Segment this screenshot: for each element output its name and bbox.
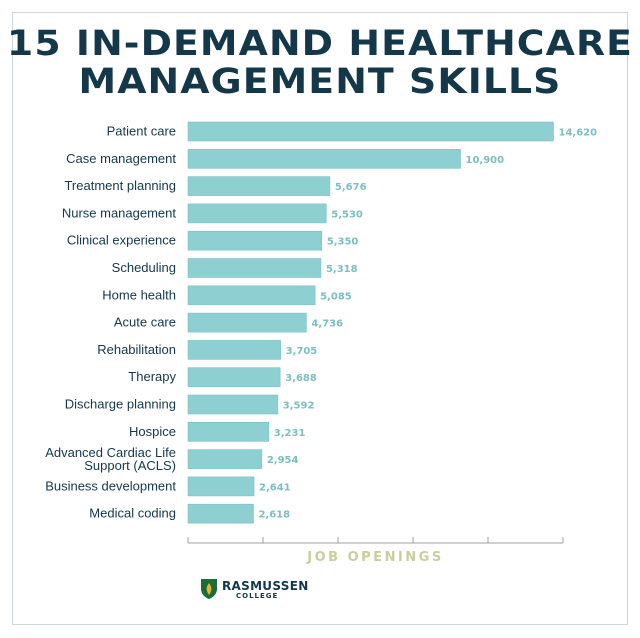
bars-layer (187, 121, 554, 524)
value-label-5: 5,350 (327, 237, 359, 248)
bar-10 (187, 367, 281, 388)
value-label-15: 2,618 (258, 510, 290, 521)
bar-6 (187, 258, 322, 278)
bar-11 (187, 394, 279, 415)
x-axis-title: JOB OPENINGS (306, 550, 443, 565)
bar-14 (187, 476, 255, 497)
value-label-3: 5,676 (335, 182, 367, 193)
bar-13 (187, 449, 263, 469)
page-border (12, 12, 628, 625)
value-label-9: 3,705 (286, 346, 318, 357)
labels-layer: 14,620 Patient care 10,900 Case management 5… (45, 124, 597, 566)
category-label-6: Scheduling (112, 260, 176, 275)
page-title-line-1: 15 IN-DEMAND HEALTHCARE (6, 24, 634, 64)
category-label-15: Medical coding (89, 506, 176, 521)
category-label-9: Rehabilitation (97, 342, 176, 357)
category-label-2: Case management (66, 151, 176, 166)
value-label-11: 3,592 (283, 401, 315, 412)
bar-4 (187, 203, 327, 224)
value-label-13: 2,954 (267, 455, 299, 466)
bar-9 (187, 340, 281, 360)
value-label-2: 10,900 (466, 155, 505, 166)
category-label-11: Discharge planning (65, 397, 176, 412)
category-label-8: Acute care (114, 315, 176, 330)
bar-3 (187, 176, 331, 196)
bar-2 (187, 149, 461, 169)
value-label-6: 5,318 (326, 264, 358, 275)
category-label-7: Home health (102, 287, 176, 302)
brand-name: RASMUSSEN (222, 579, 309, 593)
category-label-3: Treatment planning (64, 178, 176, 193)
category-label-4: Nurse management (62, 205, 177, 220)
brand-subtitle: COLLEGE (236, 592, 279, 600)
bar-15 (187, 503, 254, 524)
bar-7 (187, 285, 316, 306)
bar-5 (187, 230, 323, 251)
category-label-14: Business development (45, 478, 176, 493)
value-label-1: 14,620 (559, 128, 598, 139)
category-label-1: Patient care (107, 124, 176, 139)
bar-8 (187, 312, 307, 333)
value-label-10: 3,688 (285, 373, 317, 384)
value-label-12: 3,231 (274, 428, 306, 439)
category-label-10: Therapy (128, 369, 176, 384)
value-label-14: 2,641 (259, 482, 291, 493)
bar-12 (187, 421, 270, 442)
x-axis (187, 537, 564, 544)
category-label-13: Advanced Cardiac Life Support (ACLS) (45, 445, 176, 473)
bar-1 (187, 121, 554, 142)
shield-icon (201, 579, 217, 599)
category-label-5: Clinical experience (67, 233, 176, 248)
value-label-8: 4,736 (311, 319, 343, 330)
category-label-12: Hospice (129, 424, 176, 439)
value-label-4: 5,530 (331, 209, 363, 220)
page-title-line-2: MANAGEMENT SKILLS (78, 62, 562, 102)
value-label-7: 5,085 (320, 291, 352, 302)
rasmussen-logo: RASMUSSEN COLLEGE (200, 578, 320, 602)
